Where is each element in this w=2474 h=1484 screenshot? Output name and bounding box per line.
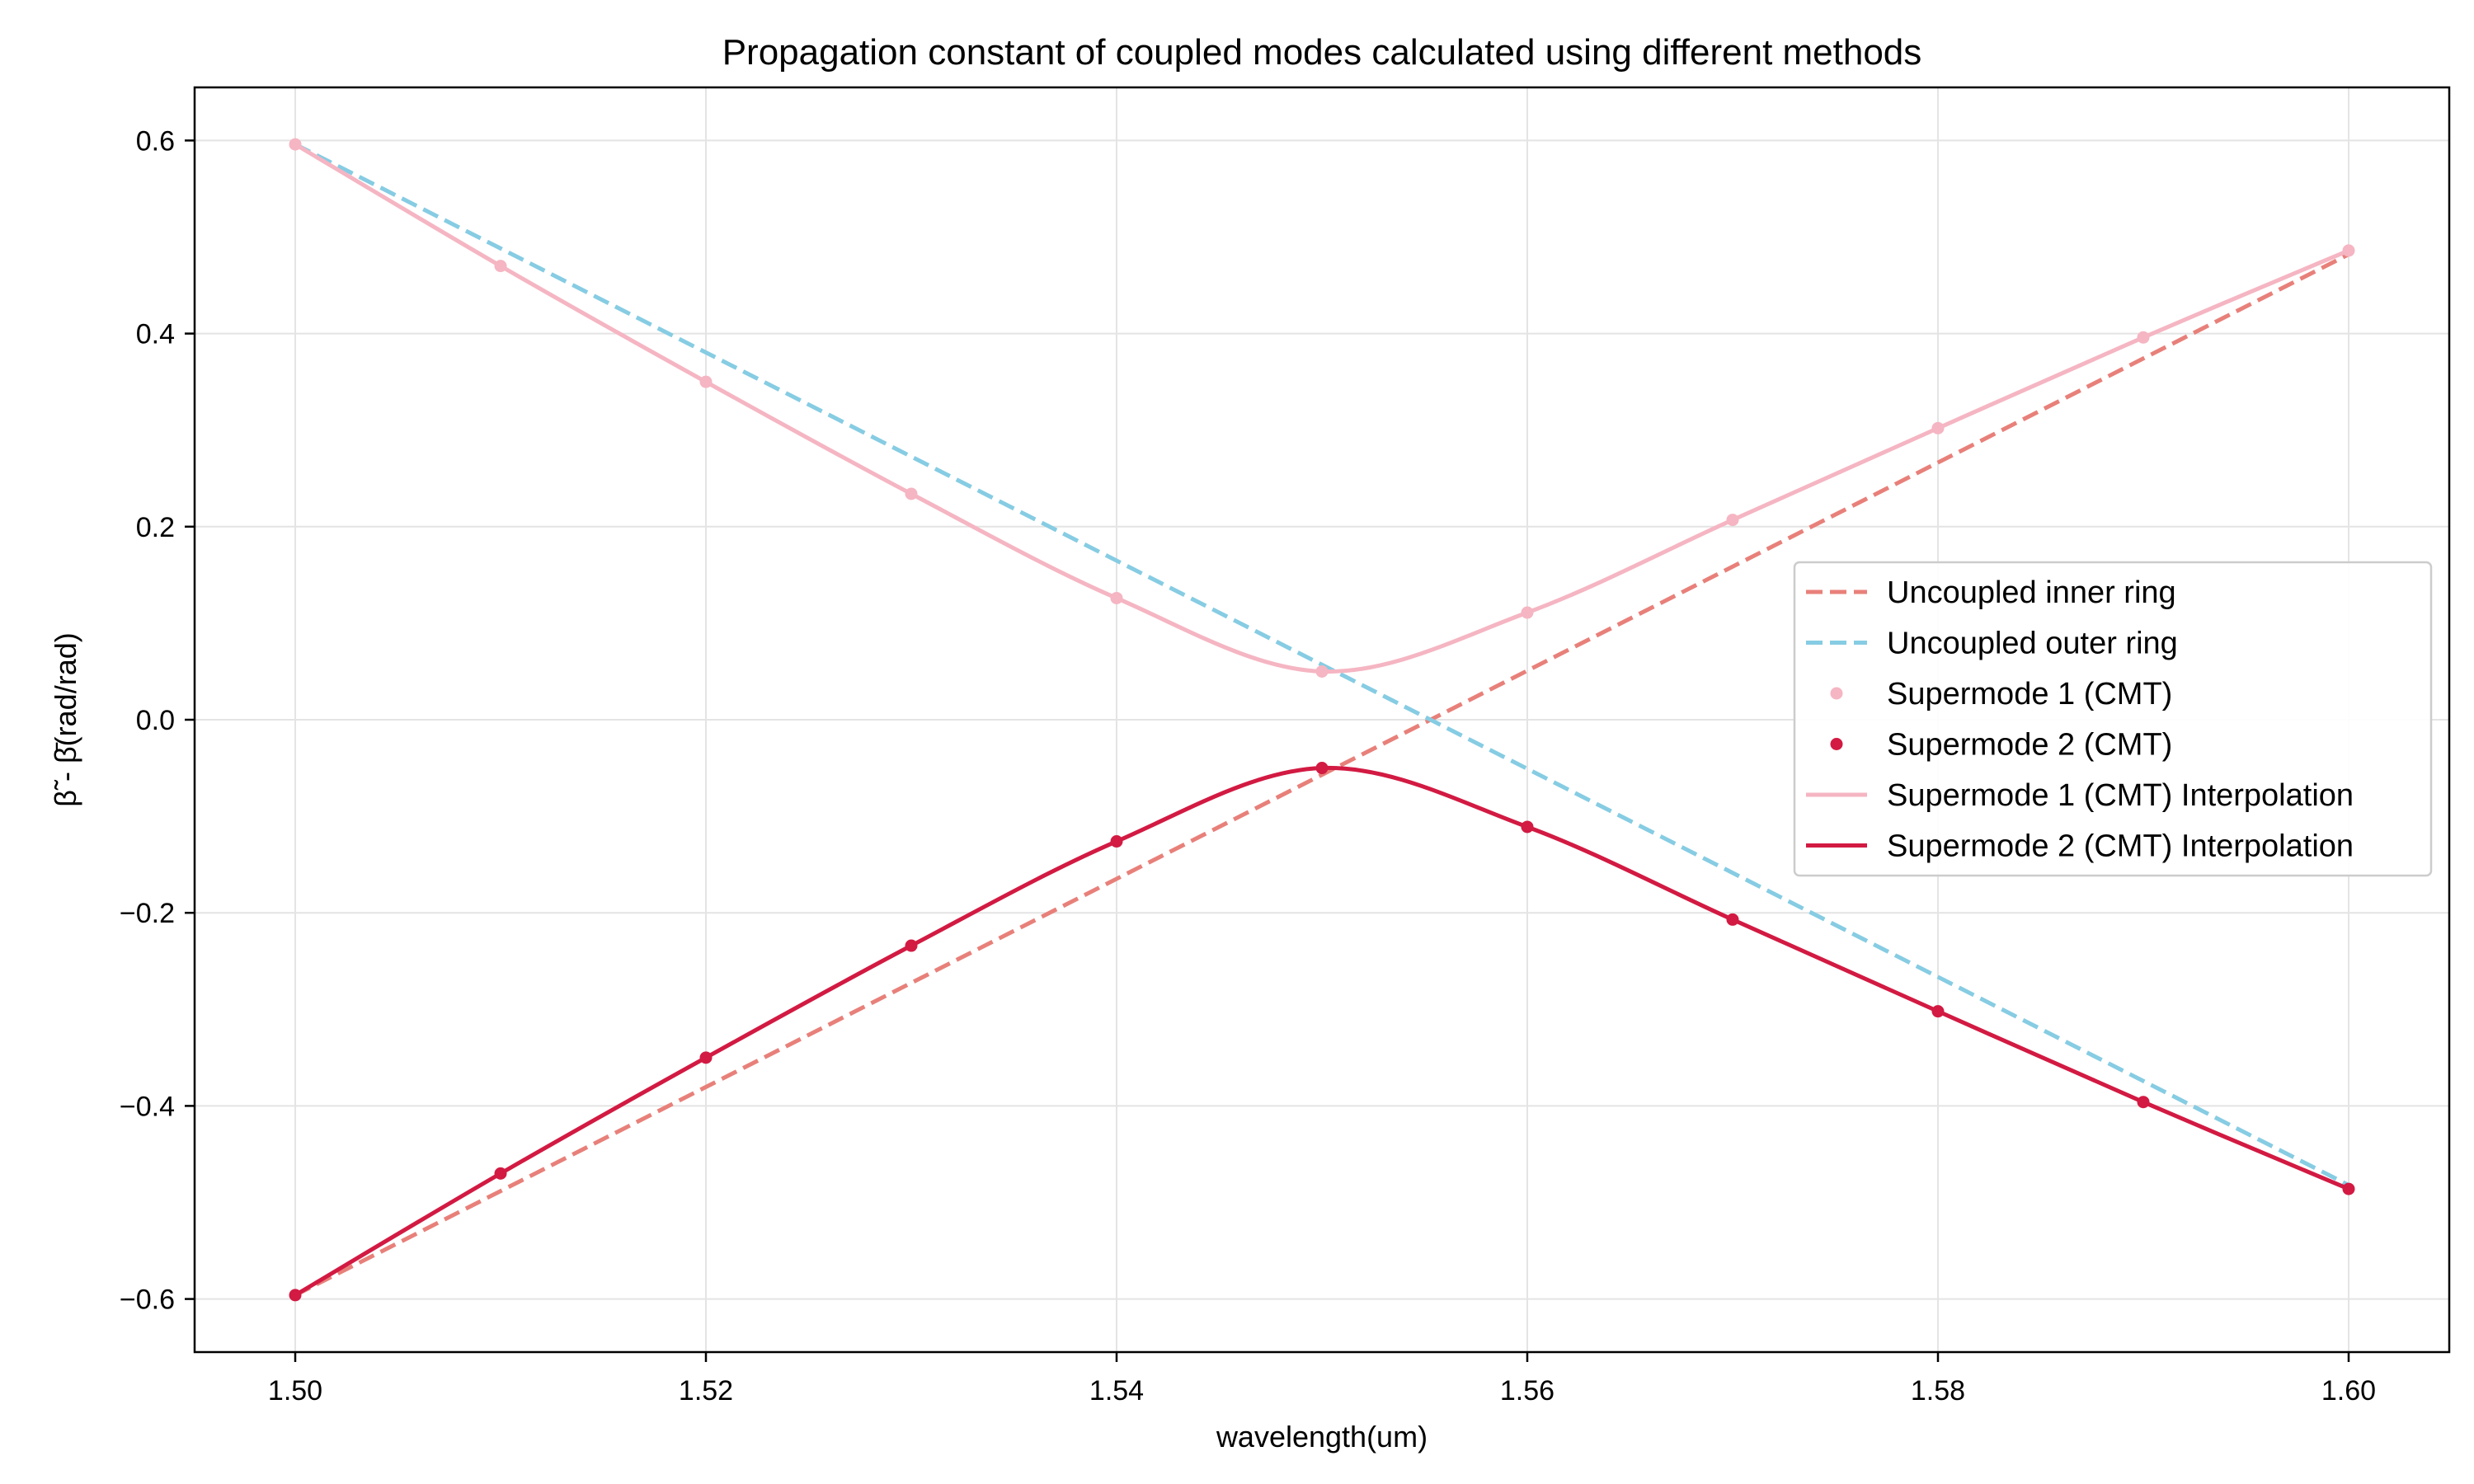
data-point-supermode-2-cmt bbox=[1315, 762, 1329, 775]
data-point-supermode-1-cmt bbox=[1110, 591, 1123, 604]
chart-title: Propagation constant of coupled modes ca… bbox=[722, 32, 1922, 73]
data-point-supermode-2-cmt bbox=[2137, 1096, 2150, 1109]
x-axis-label: wavelength(um) bbox=[1216, 1420, 1427, 1453]
ticks: 1.50 1.52 1.54 1.56 1.58 1.60 −0.6 −0.4 −0.2 0.0 0… bbox=[120, 125, 2376, 1407]
x-tick-label: 1.50 bbox=[268, 1375, 322, 1407]
data-point-supermode-1-cmt bbox=[1931, 421, 1945, 434]
legend-label-supermode-2-cmt-interpolation: Supermode 2 (CMT) Interpolation bbox=[1887, 829, 2354, 864]
legend-label-supermode-1-cmt-interpolation: Supermode 1 (CMT) Interpolation bbox=[1887, 778, 2354, 813]
x-tick-label: 1.54 bbox=[1089, 1375, 1144, 1407]
legend-box bbox=[1793, 561, 2433, 877]
data-point-supermode-2-cmt bbox=[1726, 913, 1739, 926]
x-tick-label: 1.60 bbox=[2321, 1375, 2376, 1407]
legend-swatch-supermode-1-cmt bbox=[1830, 687, 1843, 700]
x-tick-label: 1.58 bbox=[1911, 1375, 1965, 1407]
data-point-supermode-2-cmt bbox=[699, 1051, 713, 1064]
y-tick-label: 0.0 bbox=[136, 705, 175, 736]
data-point-supermode-2-cmt bbox=[2342, 1182, 2355, 1195]
data-point-supermode-1-cmt bbox=[289, 138, 302, 151]
legend: Uncoupled inner ring Uncoupled outer ring… bbox=[1793, 561, 2433, 877]
y-tick-label: 0.2 bbox=[136, 512, 175, 543]
legend-swatch-supermode-2-cmt bbox=[1830, 738, 1843, 750]
y-axis-label: β̃ - β̄(rad/rad) bbox=[49, 632, 82, 806]
series-layer bbox=[289, 138, 2355, 1302]
legend-label-supermode-1-cmt: Supermode 1 (CMT) bbox=[1887, 677, 2172, 711]
x-tick-label: 1.52 bbox=[679, 1375, 733, 1407]
y-tick-label: −0.2 bbox=[120, 898, 175, 929]
y-tick-label: 0.6 bbox=[136, 125, 175, 157]
data-point-supermode-2-cmt bbox=[289, 1289, 302, 1302]
y-tick-label: −0.4 bbox=[120, 1091, 175, 1122]
y-tick-label: −0.6 bbox=[120, 1284, 175, 1316]
data-point-supermode-1-cmt bbox=[1315, 665, 1329, 678]
data-point-supermode-1-cmt bbox=[699, 375, 713, 388]
legend-label-supermode-2-cmt: Supermode 2 (CMT) bbox=[1887, 728, 2172, 763]
data-point-supermode-1-cmt bbox=[494, 260, 507, 273]
x-tick-label: 1.56 bbox=[1500, 1375, 1554, 1407]
data-point-supermode-2-cmt bbox=[494, 1167, 507, 1180]
legend-label-uncoupled-outer-ring: Uncoupled outer ring bbox=[1887, 627, 2178, 661]
data-point-supermode-2-cmt bbox=[1931, 1005, 1945, 1018]
series-line-uncoupled-outer-ring bbox=[294, 142, 2350, 1187]
data-point-supermode-2-cmt bbox=[1110, 835, 1123, 848]
legend-label-uncoupled-inner-ring: Uncoupled inner ring bbox=[1887, 575, 2176, 610]
data-point-supermode-1-cmt bbox=[1726, 514, 1739, 527]
data-point-supermode-1-cmt bbox=[2137, 331, 2150, 344]
data-point-supermode-1-cmt bbox=[1521, 606, 1534, 619]
data-point-supermode-2-cmt bbox=[905, 939, 918, 952]
y-tick-label: 0.4 bbox=[136, 319, 175, 350]
data-point-supermode-1-cmt bbox=[2342, 244, 2355, 257]
series-line-uncoupled-inner-ring bbox=[294, 252, 2350, 1298]
data-point-supermode-1-cmt bbox=[905, 487, 918, 500]
data-point-supermode-2-cmt bbox=[1521, 820, 1534, 834]
